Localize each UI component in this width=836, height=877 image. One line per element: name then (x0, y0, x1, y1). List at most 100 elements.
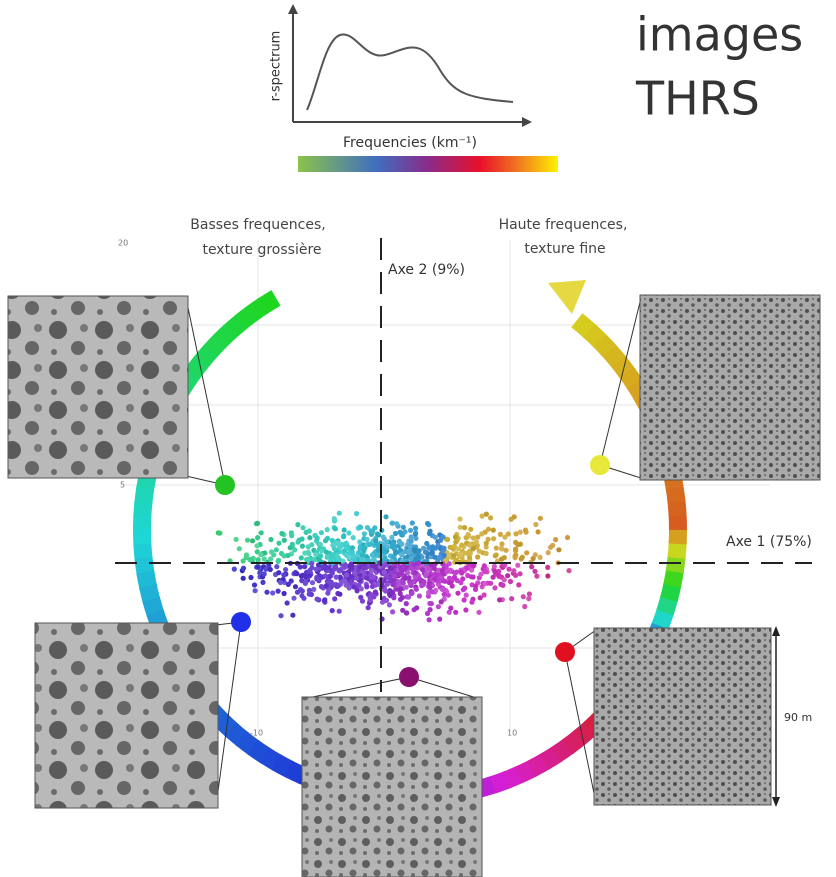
scatter-dot (457, 516, 463, 522)
scatter-dot (291, 595, 297, 601)
ring-segment (284, 760, 307, 785)
scatter-dot (408, 538, 414, 545)
scatter-dot (349, 549, 355, 555)
scatter-dot (564, 534, 571, 541)
scatter-dot (380, 548, 386, 554)
scatter-dot (530, 555, 536, 562)
scatter-dot (453, 569, 460, 575)
scatter-dot (388, 565, 394, 571)
scatter-dot (252, 588, 258, 594)
scatter-dot (517, 571, 523, 577)
arrow (522, 117, 532, 127)
scatter-dot (426, 530, 433, 537)
scatter-dot (526, 596, 532, 602)
scatter-dot (306, 587, 312, 594)
scatter-dot (545, 564, 551, 571)
scatter-dot (333, 574, 339, 580)
scatter-dot (506, 566, 512, 572)
marker (555, 642, 575, 662)
ring-segment (562, 729, 587, 755)
scatter-dot (526, 591, 533, 597)
scatter-dot (446, 579, 452, 586)
scatter-dot (373, 538, 379, 544)
scatter-dot (392, 530, 399, 537)
ring-segment (502, 765, 525, 789)
scatter-dot (483, 540, 489, 547)
scatter-dot (468, 526, 474, 532)
scatter-dot (482, 580, 488, 587)
scatter-dot (517, 529, 523, 535)
scatter-dot (289, 541, 295, 547)
ring-segment (591, 332, 616, 357)
scatter-dot (263, 566, 269, 572)
ring-segment (259, 747, 283, 772)
scatter-dot (485, 526, 492, 532)
scatter-dot (412, 546, 418, 553)
ring-segment (134, 557, 155, 576)
scatter-dot (251, 582, 258, 588)
scatter-dot (407, 527, 414, 534)
scatter-dot (341, 533, 347, 539)
scatter-dot (361, 546, 367, 552)
scatter-dot (391, 542, 397, 548)
scatter-dot (333, 564, 339, 570)
ring-segment (656, 594, 679, 616)
scatter-dot (332, 526, 338, 532)
scatter-dot (408, 555, 414, 562)
scatter-dot (313, 566, 319, 572)
scatter-dot (247, 557, 253, 563)
scatter-dot (522, 603, 528, 610)
scatter-dot (361, 557, 367, 563)
scatter-dot (292, 584, 299, 590)
scatter-dot (412, 570, 418, 576)
scatter-dot (469, 599, 475, 605)
scatter-dot (313, 551, 319, 558)
scatter-dot (446, 553, 452, 559)
scatter-dot (423, 571, 430, 577)
scatter-dot (330, 552, 336, 558)
scatter-dot (416, 548, 422, 554)
ring-segment (581, 322, 606, 347)
scatter-dot (457, 552, 463, 558)
scatter-dot (369, 552, 375, 558)
scatter-dot (337, 574, 343, 580)
scatter-dot (346, 554, 352, 561)
scatter-dot (491, 563, 497, 570)
scatter-dot (364, 525, 371, 531)
scatter-dot (248, 574, 254, 581)
scatter-dot (476, 548, 482, 554)
scatter-dot (255, 535, 261, 541)
texture-image (34, 622, 219, 809)
scatter-dot (233, 536, 239, 543)
scatter-dot (481, 563, 487, 569)
scatter-dot (307, 535, 313, 541)
scatter-dot (274, 564, 280, 570)
annotation: texture grossière (202, 242, 321, 258)
scatter-dot (257, 570, 263, 576)
scatter-dot (522, 527, 529, 533)
scatter-dot (483, 550, 489, 557)
scatter-dot (364, 536, 370, 543)
ring-segment (667, 498, 687, 517)
scatter-dot (416, 593, 422, 599)
scatter-dot (403, 584, 409, 590)
scatter-dot (475, 534, 481, 540)
scatter-dot (426, 617, 432, 623)
scatter-dot (299, 588, 305, 594)
scatter-dot (478, 571, 484, 577)
scatter-dot (323, 583, 329, 589)
scatter-dot (432, 576, 438, 582)
scatter-dot (427, 607, 433, 613)
scatter-dot (482, 569, 488, 575)
scatter-dot (308, 591, 314, 598)
scatter-dot (499, 541, 505, 547)
scatter-dot (483, 511, 489, 517)
scatter-dot (354, 575, 360, 581)
scatter-dot (310, 557, 316, 563)
scatter-dot (243, 554, 249, 561)
scatter-dot (342, 578, 348, 584)
scatter-dot (369, 583, 375, 590)
scatter-dot (268, 549, 275, 555)
scatter-dot (502, 534, 508, 540)
scatter-dot (281, 537, 287, 543)
